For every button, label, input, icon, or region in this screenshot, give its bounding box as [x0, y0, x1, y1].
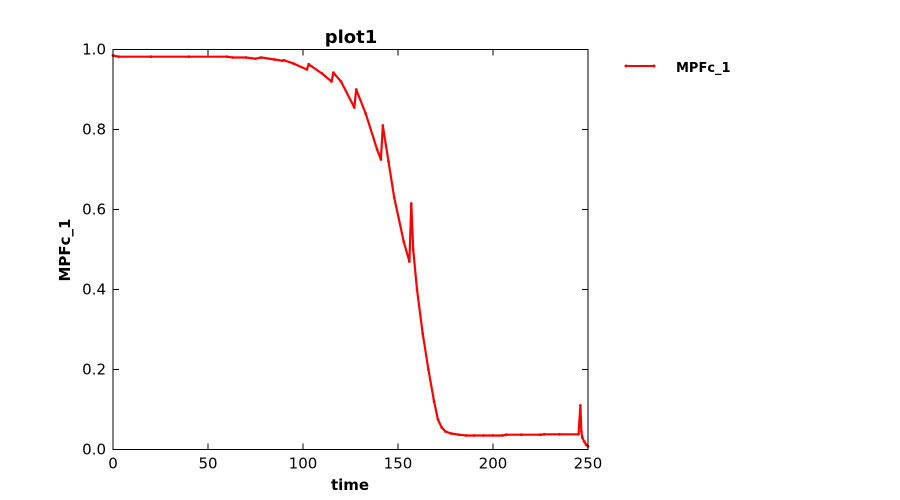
data-point	[259, 56, 263, 59]
data-point	[381, 124, 385, 127]
legend-marker-right	[652, 64, 656, 68]
data-point	[411, 248, 415, 251]
axis-tick-labels: 0 50 100 150 200 250 0.0 0.2 0.4 0.6 0.8 1.0	[82, 41, 602, 473]
y-tick-label: 1.0	[82, 41, 106, 59]
data-point	[584, 443, 588, 447]
data-point	[330, 80, 333, 83]
plot-area	[113, 49, 588, 450]
data-point	[501, 434, 504, 437]
y-tick-label: 0.2	[82, 361, 106, 379]
data-point	[402, 240, 406, 243]
data-point	[282, 58, 286, 62]
data-point	[415, 288, 419, 291]
data-point	[558, 432, 561, 436]
data-point	[352, 106, 356, 109]
data-point	[292, 62, 295, 65]
data-point	[504, 433, 508, 437]
data-point	[482, 434, 485, 437]
data-point	[472, 434, 476, 437]
y-tick-label: 0.4	[82, 281, 106, 299]
data-point	[436, 418, 440, 421]
y-axis-title: MPFc_1	[56, 219, 74, 282]
data-point	[187, 55, 191, 59]
y-tick-label: 0.8	[82, 121, 106, 139]
data-point	[339, 80, 343, 83]
data-point	[427, 368, 430, 371]
series-layer	[111, 54, 590, 448]
x-tick-label: 0	[108, 455, 118, 473]
data-point	[465, 434, 468, 437]
data-point	[392, 196, 396, 199]
legend: MPFc_1	[624, 61, 731, 76]
data-point	[408, 260, 411, 263]
data-point	[332, 71, 335, 75]
data-point	[579, 404, 582, 407]
x-axis-title: time	[331, 476, 369, 494]
data-point	[387, 160, 390, 163]
data-point	[254, 57, 257, 61]
data-point	[364, 112, 368, 115]
data-point	[231, 56, 235, 59]
data-point	[117, 55, 121, 59]
plot-frame	[112, 49, 589, 450]
data-point	[491, 434, 495, 437]
data-point	[244, 56, 248, 59]
data-point	[305, 68, 309, 71]
data-point	[579, 430, 583, 433]
x-tick-label: 150	[384, 455, 413, 473]
data-point	[520, 433, 523, 437]
data-point	[457, 433, 461, 437]
data-point	[307, 62, 311, 66]
x-tick-label: 200	[479, 455, 508, 473]
data-point	[320, 72, 324, 75]
data-point	[542, 432, 546, 436]
data-point	[149, 55, 153, 59]
data-point	[225, 55, 229, 59]
legend-marker-left	[624, 64, 628, 68]
x-tick-label: 50	[198, 455, 217, 473]
x-tick-label: 100	[289, 455, 318, 473]
data-point	[444, 430, 447, 433]
data-point	[354, 88, 358, 91]
data-point	[421, 332, 425, 335]
data-point	[409, 202, 413, 205]
chart-title: plot1	[325, 27, 378, 48]
data-point	[580, 436, 584, 439]
y-tick-label: 0.6	[82, 201, 106, 219]
data-point	[449, 432, 453, 435]
data-point	[273, 58, 276, 61]
data-point	[577, 432, 580, 436]
data-point	[375, 148, 379, 151]
data-point	[440, 426, 444, 429]
y-tick-label: 0.0	[82, 441, 106, 459]
data-point	[539, 433, 542, 437]
legend-label: MPFc_1	[676, 61, 731, 76]
data-point	[582, 440, 586, 443]
data-point	[379, 158, 383, 161]
x-tick-label: 250	[574, 455, 603, 473]
data-point	[432, 400, 436, 403]
